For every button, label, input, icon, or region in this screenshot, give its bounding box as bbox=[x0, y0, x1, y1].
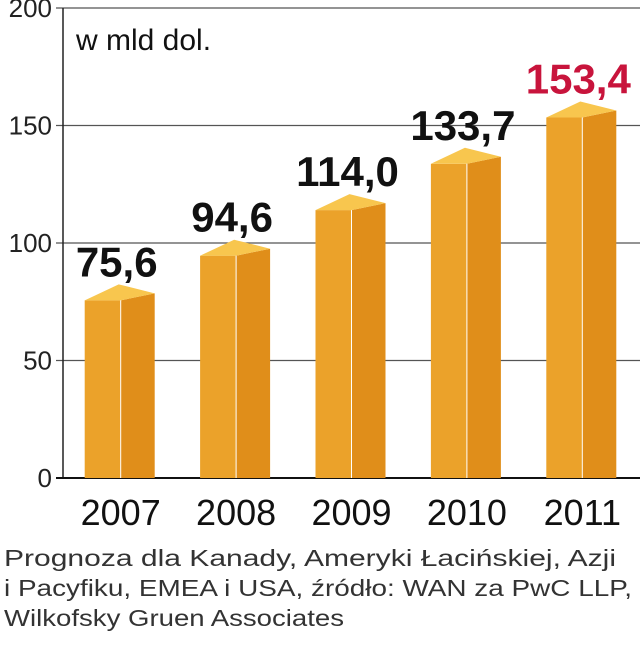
y-tick-label: 150 bbox=[9, 111, 52, 141]
bar-side bbox=[351, 203, 386, 478]
value-label: 114,0 bbox=[296, 148, 399, 195]
bar-front bbox=[430, 163, 467, 478]
bar-top bbox=[430, 147, 501, 164]
y-tick-label: 50 bbox=[23, 346, 52, 376]
bar-top bbox=[200, 239, 271, 256]
value-label: 94,6 bbox=[191, 194, 273, 241]
y-tick-label: 100 bbox=[9, 228, 52, 258]
x-tick-label: 2010 bbox=[427, 492, 507, 533]
y-tick-label: 200 bbox=[9, 0, 52, 23]
bar-top bbox=[315, 194, 386, 211]
x-tick-label: 2007 bbox=[81, 492, 161, 533]
x-tick-label: 2011 bbox=[544, 492, 621, 533]
bar-side bbox=[236, 248, 271, 478]
bar-top bbox=[84, 284, 155, 301]
x-tick-label: 2009 bbox=[311, 492, 391, 533]
bar-front bbox=[546, 117, 583, 478]
bar-side bbox=[466, 156, 501, 478]
y-tick-label: 0 bbox=[38, 463, 52, 493]
x-tick-label: 2008 bbox=[196, 492, 276, 533]
value-label: 75,6 bbox=[76, 238, 158, 285]
value-label: 153,4 bbox=[526, 56, 632, 103]
bar-side bbox=[582, 110, 617, 478]
footnote: Wilkofsky Gruen Associates bbox=[4, 605, 344, 631]
footnote: Prognoza dla Kanady, Ameryki Łacińskiej,… bbox=[4, 545, 616, 571]
value-label: 133,7 bbox=[410, 102, 515, 149]
bar-side bbox=[120, 293, 155, 478]
bar-front bbox=[200, 255, 237, 478]
bar-top bbox=[546, 101, 617, 118]
footnote: i Pacyfiku, EMEA i USA, źródło: WAN za P… bbox=[4, 575, 632, 601]
unit-label: w mld dol. bbox=[75, 24, 211, 57]
bar-front bbox=[84, 300, 121, 478]
bar-front bbox=[315, 210, 352, 478]
